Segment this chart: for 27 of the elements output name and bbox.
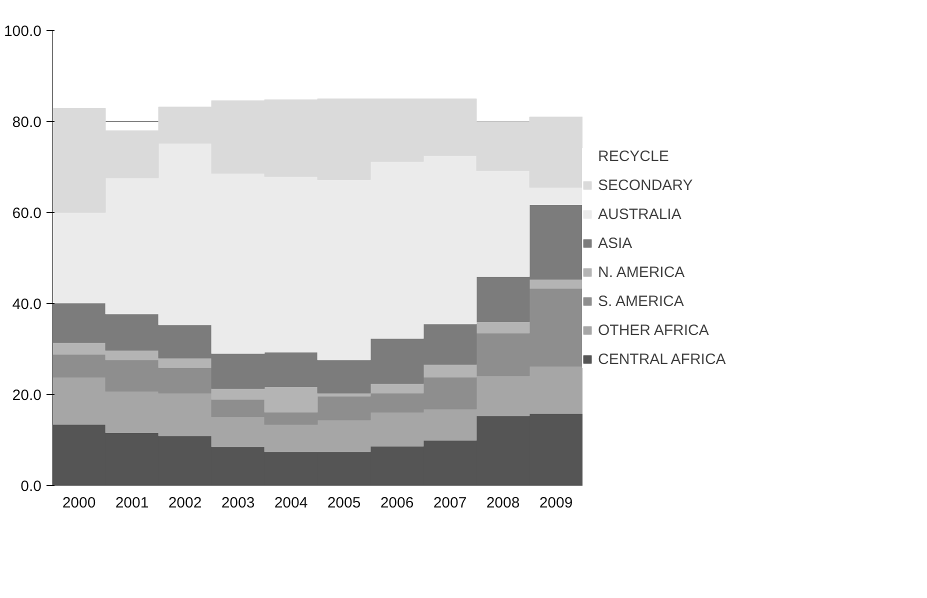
bar bbox=[476, 321, 530, 334]
y-tick-label: 0.0 bbox=[20, 478, 42, 495]
x-tick-label: 2000 bbox=[62, 494, 96, 512]
x-tick-label: 2003 bbox=[221, 494, 255, 512]
legend-label: SECONDARY bbox=[598, 176, 693, 194]
x-tick-label: 2006 bbox=[380, 494, 414, 512]
legend-label: AUSTRALIA bbox=[598, 206, 682, 222]
legend-label: S. AMERICA bbox=[598, 292, 684, 310]
x-tick-label: 2007 bbox=[433, 494, 467, 512]
y-tick-label: 80.0 bbox=[12, 114, 42, 131]
bar bbox=[423, 364, 477, 378]
x-tick-label: 2004 bbox=[274, 494, 308, 512]
legend-label: CENTRAL AFRICA bbox=[598, 350, 726, 368]
legend-label: OTHER AFRICA bbox=[598, 322, 709, 338]
bar bbox=[529, 279, 582, 289]
x-tick-label: 2002 bbox=[168, 494, 202, 512]
y-tick-label: 20.0 bbox=[12, 387, 42, 404]
x-tick-label: 2005 bbox=[327, 494, 361, 512]
x-tick-label: 2001 bbox=[115, 494, 149, 512]
legend-label: N. AMERICA bbox=[598, 264, 685, 280]
y-tick-label: 40.0 bbox=[12, 296, 42, 313]
y-tick-label: 100.0 bbox=[4, 23, 42, 40]
x-tick-label: 2008 bbox=[486, 494, 520, 512]
y-tick-label: 60.0 bbox=[12, 205, 42, 222]
text: RECYCLE bbox=[598, 148, 669, 164]
legend-label: ASIA bbox=[598, 234, 632, 252]
x-tick-label: 2009 bbox=[539, 494, 573, 512]
